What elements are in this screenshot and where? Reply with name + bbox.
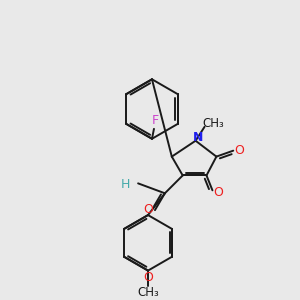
Text: CH₃: CH₃ [137, 286, 159, 299]
Text: O: O [143, 271, 153, 284]
Text: O: O [214, 186, 223, 199]
Text: O: O [143, 202, 153, 216]
Text: F: F [152, 114, 158, 128]
Text: CH₃: CH₃ [202, 117, 224, 130]
Text: N: N [192, 131, 203, 144]
Text: O: O [234, 144, 244, 157]
Text: H: H [121, 178, 130, 191]
